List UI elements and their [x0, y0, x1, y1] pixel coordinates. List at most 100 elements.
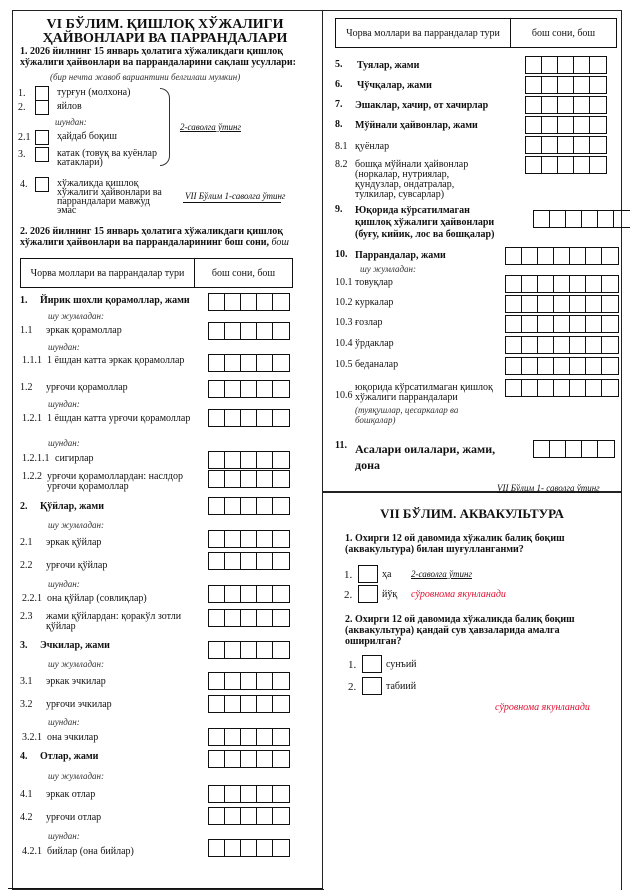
digit-cell[interactable]	[598, 211, 614, 227]
count-input-boxes[interactable]	[525, 76, 607, 94]
digit-cell[interactable]	[273, 452, 289, 468]
digit-cell[interactable]	[522, 276, 538, 292]
count-input-boxes[interactable]	[208, 470, 290, 488]
digit-cell[interactable]	[257, 586, 273, 602]
digit-cell[interactable]	[570, 296, 586, 312]
count-input-boxes[interactable]	[505, 357, 619, 375]
digit-cell[interactable]	[506, 276, 522, 292]
digit-cell[interactable]	[241, 729, 257, 745]
digit-cell[interactable]	[522, 296, 538, 312]
digit-cell[interactable]	[273, 786, 289, 802]
digit-cell[interactable]	[554, 276, 570, 292]
digit-cell[interactable]	[526, 157, 542, 173]
digit-cell[interactable]	[586, 248, 602, 264]
digit-cell[interactable]	[209, 786, 225, 802]
digit-cell[interactable]	[225, 642, 241, 658]
digit-cell[interactable]	[273, 586, 289, 602]
count-input-boxes[interactable]	[208, 839, 290, 857]
digit-cell[interactable]	[209, 355, 225, 371]
digit-cell[interactable]	[506, 316, 522, 332]
count-input-boxes[interactable]	[525, 116, 607, 134]
digit-cell[interactable]	[570, 358, 586, 374]
digit-cell[interactable]	[554, 316, 570, 332]
digit-cell[interactable]	[257, 323, 273, 339]
digit-cell[interactable]	[209, 642, 225, 658]
digit-cell[interactable]	[602, 316, 618, 332]
count-input-boxes[interactable]	[505, 379, 619, 397]
digit-cell[interactable]	[570, 337, 586, 353]
digit-cell[interactable]	[225, 751, 241, 767]
digit-cell[interactable]	[538, 337, 554, 353]
digit-cell[interactable]	[273, 355, 289, 371]
digit-cell[interactable]	[241, 323, 257, 339]
digit-cell[interactable]	[538, 380, 554, 396]
digit-cell[interactable]	[538, 296, 554, 312]
digit-cell[interactable]	[582, 441, 598, 457]
digit-cell[interactable]	[558, 57, 574, 73]
digit-cell[interactable]	[602, 276, 618, 292]
count-input-boxes[interactable]	[208, 380, 290, 398]
digit-cell[interactable]	[209, 531, 225, 547]
digit-cell[interactable]	[574, 117, 590, 133]
digit-cell[interactable]	[225, 610, 241, 626]
digit-cell[interactable]	[273, 610, 289, 626]
digit-cell[interactable]	[257, 410, 273, 426]
digit-cell[interactable]	[506, 358, 522, 374]
digit-cell[interactable]	[598, 441, 614, 457]
count-input-boxes[interactable]	[505, 295, 619, 313]
digit-cell[interactable]	[558, 97, 574, 113]
digit-cell[interactable]	[257, 786, 273, 802]
digit-cell[interactable]	[273, 642, 289, 658]
digit-cell[interactable]	[582, 211, 598, 227]
digit-cell[interactable]	[241, 751, 257, 767]
digit-cell[interactable]	[554, 248, 570, 264]
digit-cell[interactable]	[522, 316, 538, 332]
digit-cell[interactable]	[574, 137, 590, 153]
option-checkbox[interactable]	[35, 147, 49, 162]
digit-cell[interactable]	[542, 157, 558, 173]
digit-cell[interactable]	[241, 294, 257, 310]
digit-cell[interactable]	[225, 452, 241, 468]
digit-cell[interactable]	[550, 211, 566, 227]
count-input-boxes[interactable]	[525, 56, 607, 74]
digit-cell[interactable]	[590, 137, 606, 153]
digit-cell[interactable]	[209, 381, 225, 397]
digit-cell[interactable]	[273, 471, 289, 487]
digit-cell[interactable]	[257, 642, 273, 658]
digit-cell[interactable]	[273, 808, 289, 824]
count-input-boxes[interactable]	[208, 354, 290, 372]
count-input-boxes[interactable]	[208, 293, 290, 311]
digit-cell[interactable]	[273, 531, 289, 547]
option-checkbox[interactable]	[35, 130, 49, 145]
digit-cell[interactable]	[522, 337, 538, 353]
digit-cell[interactable]	[209, 294, 225, 310]
digit-cell[interactable]	[586, 380, 602, 396]
digit-cell[interactable]	[225, 381, 241, 397]
count-input-boxes[interactable]	[533, 210, 630, 228]
digit-cell[interactable]	[257, 531, 273, 547]
digit-cell[interactable]	[554, 337, 570, 353]
digit-cell[interactable]	[570, 276, 586, 292]
digit-cell[interactable]	[526, 77, 542, 93]
digit-cell[interactable]	[542, 57, 558, 73]
digit-cell[interactable]	[538, 276, 554, 292]
digit-cell[interactable]	[542, 137, 558, 153]
digit-cell[interactable]	[241, 410, 257, 426]
count-input-boxes[interactable]	[208, 530, 290, 548]
count-input-boxes[interactable]	[208, 672, 290, 690]
digit-cell[interactable]	[586, 296, 602, 312]
digit-cell[interactable]	[209, 610, 225, 626]
digit-cell[interactable]	[570, 248, 586, 264]
digit-cell[interactable]	[241, 786, 257, 802]
option-checkbox[interactable]	[358, 565, 378, 583]
digit-cell[interactable]	[538, 316, 554, 332]
digit-cell[interactable]	[506, 337, 522, 353]
digit-cell[interactable]	[225, 410, 241, 426]
digit-cell[interactable]	[534, 441, 550, 457]
digit-cell[interactable]	[225, 786, 241, 802]
digit-cell[interactable]	[590, 57, 606, 73]
digit-cell[interactable]	[273, 323, 289, 339]
digit-cell[interactable]	[273, 410, 289, 426]
digit-cell[interactable]	[558, 117, 574, 133]
digit-cell[interactable]	[241, 471, 257, 487]
